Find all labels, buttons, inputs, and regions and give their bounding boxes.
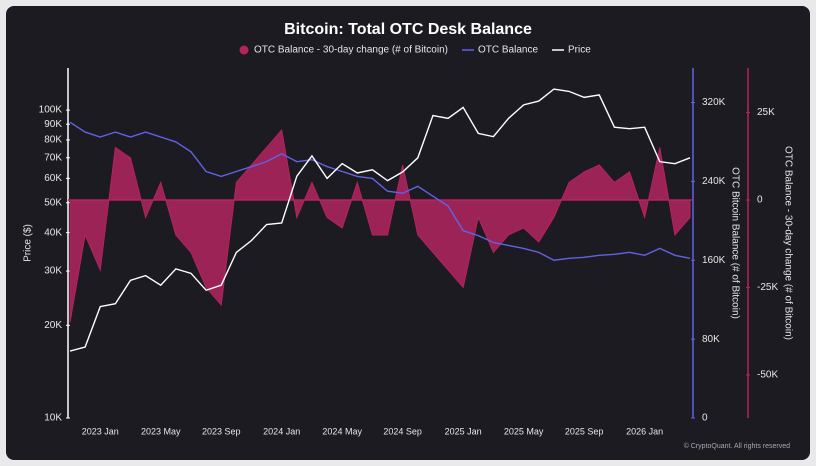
y3-tick-label: -25K xyxy=(757,282,778,293)
y2-tick-label: 160K xyxy=(702,255,726,266)
y-tick-label: 40K xyxy=(44,227,62,238)
x-tick-label: 2026 Jan xyxy=(626,426,663,436)
y-tick-label: 70K xyxy=(44,152,62,163)
y-tick-label: 100K xyxy=(39,105,63,116)
y2-tick-label: 80K xyxy=(702,334,720,345)
y3-tick-label: 0 xyxy=(757,195,763,206)
y-tick-label: 80K xyxy=(44,135,62,146)
y-tick-label: 10K xyxy=(44,413,62,424)
series-line xyxy=(69,121,691,261)
legend-label: Price xyxy=(568,45,591,56)
y-tick-label: 60K xyxy=(44,173,62,184)
x-tick-label: 2024 Jan xyxy=(263,426,300,436)
x-tick-label: 2025 Sep xyxy=(565,426,604,436)
y2-axis-label: OTC Bitcoin Balance (# of Bitcoin) xyxy=(729,167,740,319)
y3-axis-label: OTC Balance - 30-day change (# of Bitcoi… xyxy=(782,146,793,340)
y-tick-label: 90K xyxy=(44,119,62,130)
y3-tick-label: 25K xyxy=(757,107,775,118)
panel xyxy=(6,6,810,460)
x-tick-label: 2024 May xyxy=(322,426,362,436)
y2-tick-label: 320K xyxy=(702,97,726,108)
y3-tick-label: -50K xyxy=(757,370,778,381)
x-tick-label: 2024 Sep xyxy=(383,426,422,436)
y2-tick-label: 240K xyxy=(702,176,726,187)
y-tick-label: 20K xyxy=(44,320,62,331)
x-tick-label: 2023 Sep xyxy=(202,426,241,436)
legend-label: OTC Balance xyxy=(478,45,538,56)
y-tick-label: 50K xyxy=(44,197,62,208)
y-axis-label: Price ($) xyxy=(23,224,34,262)
y-tick-label: 30K xyxy=(44,266,62,277)
legend-swatch xyxy=(239,45,249,55)
legend-label: OTC Balance - 30-day change (# of Bitcoi… xyxy=(254,45,448,56)
y2-tick-label: 0 xyxy=(702,413,708,424)
chart-title: Bitcoin: Total OTC Desk Balance xyxy=(284,21,532,38)
series-line xyxy=(69,88,691,352)
x-tick-label: 2025 May xyxy=(504,426,544,436)
footer: © CryptoQuant. All rights reserved xyxy=(684,442,790,450)
x-tick-label: 2023 May xyxy=(141,426,181,436)
x-tick-label: 2023 Jan xyxy=(82,426,119,436)
x-tick-label: 2025 Jan xyxy=(445,426,482,436)
